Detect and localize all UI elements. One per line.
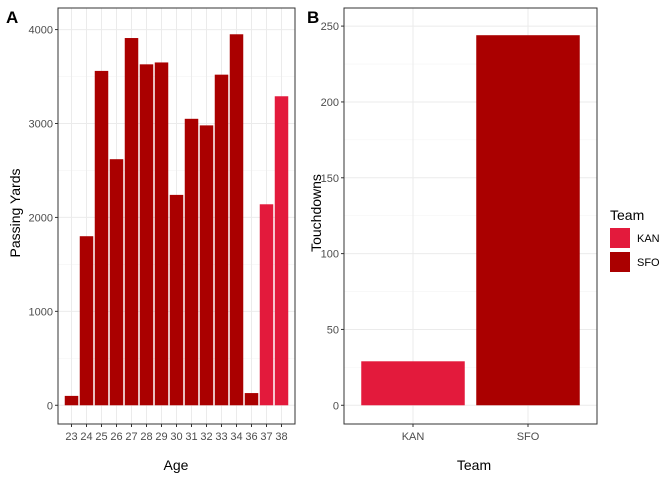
bar-a-33 <box>214 74 229 406</box>
panel-a-x-tick-label: 33 <box>215 431 227 443</box>
bar-a-24 <box>79 236 94 406</box>
legend-swatch-sfo <box>610 252 630 272</box>
panel-b-tag: B <box>307 8 319 27</box>
panel-a-tag: A <box>6 8 18 27</box>
panel-b-x-tick-label: SFO <box>517 431 540 443</box>
panel-a-y-tick-label: 3000 <box>29 119 53 131</box>
panel-a-x-tick-label: 31 <box>185 431 197 443</box>
legend: Team KAN SFO <box>610 207 660 272</box>
panel-b-y-tick-label: 200 <box>321 97 339 109</box>
panel-b-bars <box>361 35 580 406</box>
panel-a-y-tick-label: 4000 <box>29 25 53 37</box>
panel-a-x-tick-label: 37 <box>260 431 272 443</box>
bar-a-36 <box>244 393 259 406</box>
legend-items: KAN SFO <box>610 228 660 272</box>
panel-b-x-axis-title: Team <box>457 457 491 473</box>
bar-a-34 <box>229 34 244 406</box>
bar-a-37 <box>259 204 274 406</box>
panel-b-y-tick-label: 150 <box>321 173 339 185</box>
panel-a-x-tick-label: 28 <box>140 431 152 443</box>
panel-a: A 0 1000 2000 3000 4000 23 24 25 26 27 28 29 30 31 32… <box>6 7 296 473</box>
bar-b-sfo <box>476 35 580 406</box>
panel-a-bars <box>64 34 289 406</box>
panel-a-y-tick-label: 2000 <box>29 212 53 224</box>
panel-a-x-tick-label: 26 <box>110 431 122 443</box>
panel-b-y-axis-title: Touchdowns <box>308 174 324 252</box>
panel-a-x-tick-label: 34 <box>230 431 242 443</box>
bar-a-25 <box>94 70 109 406</box>
legend-title: Team <box>610 207 644 223</box>
bar-a-38 <box>274 96 289 406</box>
bar-a-31 <box>184 118 199 406</box>
legend-label-kan: KAN <box>637 233 660 245</box>
bar-a-26 <box>109 159 124 406</box>
panel-a-x-tick-label: 24 <box>80 431 92 443</box>
panel-a-x-axis-title: Age <box>164 457 189 473</box>
bar-a-29 <box>154 62 169 406</box>
legend-swatch-kan <box>610 228 630 248</box>
panel-a-x-tick-label: 27 <box>125 431 137 443</box>
panel-b-frame <box>343 7 598 425</box>
panel-a-y-axis-title: Passing Yards <box>7 169 23 258</box>
panel-b-y-tick-label: 50 <box>327 324 339 336</box>
panel-a-x-tick-label: 25 <box>95 431 107 443</box>
panel-b-y-ticks: 0 50 100 150 200 250 <box>321 21 344 412</box>
panel-a-x-tick-label: 23 <box>65 431 77 443</box>
legend-label-sfo: SFO <box>637 257 660 269</box>
bar-a-32 <box>199 125 214 406</box>
bar-a-27 <box>124 38 139 406</box>
panel-b-x-tick-label: KAN <box>402 431 425 443</box>
panel-b-x-ticks: KAN SFO <box>402 424 540 443</box>
panel-a-y-tick-label: 0 <box>47 400 53 412</box>
panel-b: B 0 50 100 150 200 250 KAN SFO Team Touchdowns <box>307 7 598 473</box>
panel-a-x-tick-label: 30 <box>170 431 182 443</box>
bar-a-28 <box>139 64 154 406</box>
panel-a-x-tick-label: 38 <box>275 431 287 443</box>
panel-b-y-tick-label: 250 <box>321 21 339 33</box>
bar-b-kan <box>361 361 465 406</box>
panel-a-x-tick-label: 29 <box>155 431 167 443</box>
panel-b-y-tick-label: 0 <box>333 400 339 412</box>
panel-a-x-ticks: 23 24 25 26 27 28 29 30 31 32 33 34 36 37 38 <box>65 424 288 443</box>
panel-a-x-tick-label: 32 <box>200 431 212 443</box>
panel-a-x-tick-label: 36 <box>245 431 257 443</box>
panel-b-y-tick-label: 100 <box>321 249 339 261</box>
bar-a-30 <box>169 194 184 406</box>
panel-a-y-ticks: 0 1000 2000 3000 4000 <box>29 25 58 412</box>
bar-a-23 <box>64 395 79 406</box>
panel-a-y-tick-label: 1000 <box>29 306 53 318</box>
